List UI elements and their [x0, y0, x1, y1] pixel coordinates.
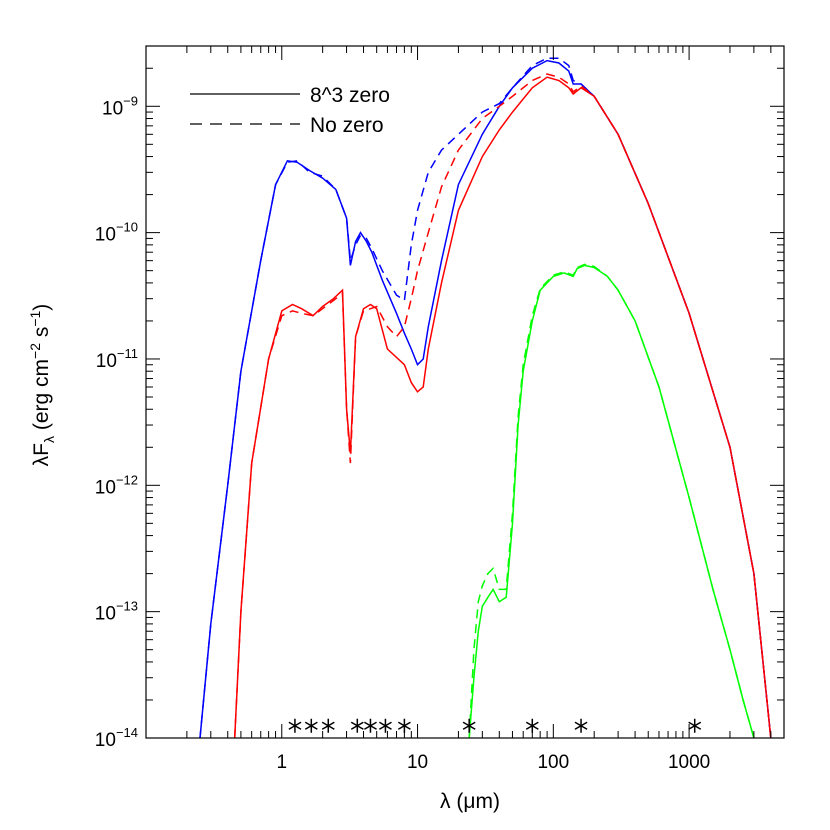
- y-tick-label: 10−13: [95, 599, 138, 625]
- y-tick-label: 10−14: [95, 725, 138, 751]
- y-axis-label: λFλ (erg cm−2 s−1): [27, 304, 57, 467]
- legend: 8^3 zero No zero: [190, 84, 390, 137]
- y-tick-label: 10−11: [96, 346, 138, 372]
- y-tick-label: 10−10: [95, 220, 138, 246]
- series-red-dashed: [233, 73, 772, 738]
- observation-markers: [288, 718, 702, 733]
- x-axis-label: λ (μm): [440, 790, 500, 813]
- observation-asterisk: [688, 718, 702, 733]
- series-blue-dashed: [199, 57, 772, 738]
- observation-asterisk: [378, 718, 392, 733]
- series-blue-solid: [199, 59, 772, 738]
- x-tick-label: 1: [276, 752, 287, 773]
- y-tick-label: 10−12: [95, 472, 138, 498]
- x-tick-label: 1000: [668, 752, 710, 773]
- observation-asterisk: [350, 718, 364, 733]
- observation-asterisk: [397, 718, 411, 733]
- legend-label-dashed: No zero: [310, 114, 384, 137]
- plot-frame: [145, 45, 785, 739]
- series-green-solid: [468, 264, 755, 738]
- observation-asterisk: [525, 718, 539, 733]
- observation-asterisk: [462, 718, 476, 733]
- y-tick-label: 10−9: [102, 93, 138, 119]
- x-tick-label: 100: [537, 752, 569, 773]
- observation-asterisk: [288, 718, 302, 733]
- observation-asterisk: [321, 718, 335, 733]
- x-tick-label: 10: [407, 752, 428, 773]
- series-red-solid: [233, 76, 772, 738]
- y-tick-labels: 10−14 10−13 10−12 10−11 10−10 10−9: [95, 93, 138, 751]
- observation-asterisk: [304, 718, 318, 733]
- legend-label-solid: 8^3 zero: [310, 84, 390, 107]
- series-green-dashed: [468, 263, 755, 738]
- curves-layer: [199, 57, 772, 738]
- axis-ticks: [145, 46, 785, 739]
- observation-asterisk: [364, 718, 377, 733]
- x-axis-label-text: λ (μm): [440, 790, 500, 813]
- x-tick-labels: 1 10 100 1000: [276, 752, 710, 773]
- observation-asterisk: [574, 718, 588, 733]
